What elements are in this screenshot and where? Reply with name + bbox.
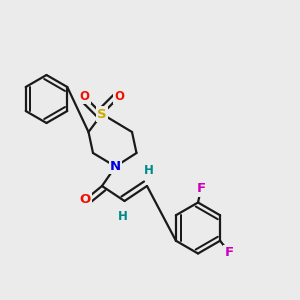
Text: S: S [97,107,107,121]
Text: F: F [196,182,206,196]
Text: H: H [144,164,153,177]
Text: O: O [80,193,91,206]
Text: N: N [110,160,121,173]
Text: O: O [114,90,124,103]
Text: O: O [80,90,90,103]
Text: H: H [118,210,128,223]
Text: F: F [224,246,234,259]
